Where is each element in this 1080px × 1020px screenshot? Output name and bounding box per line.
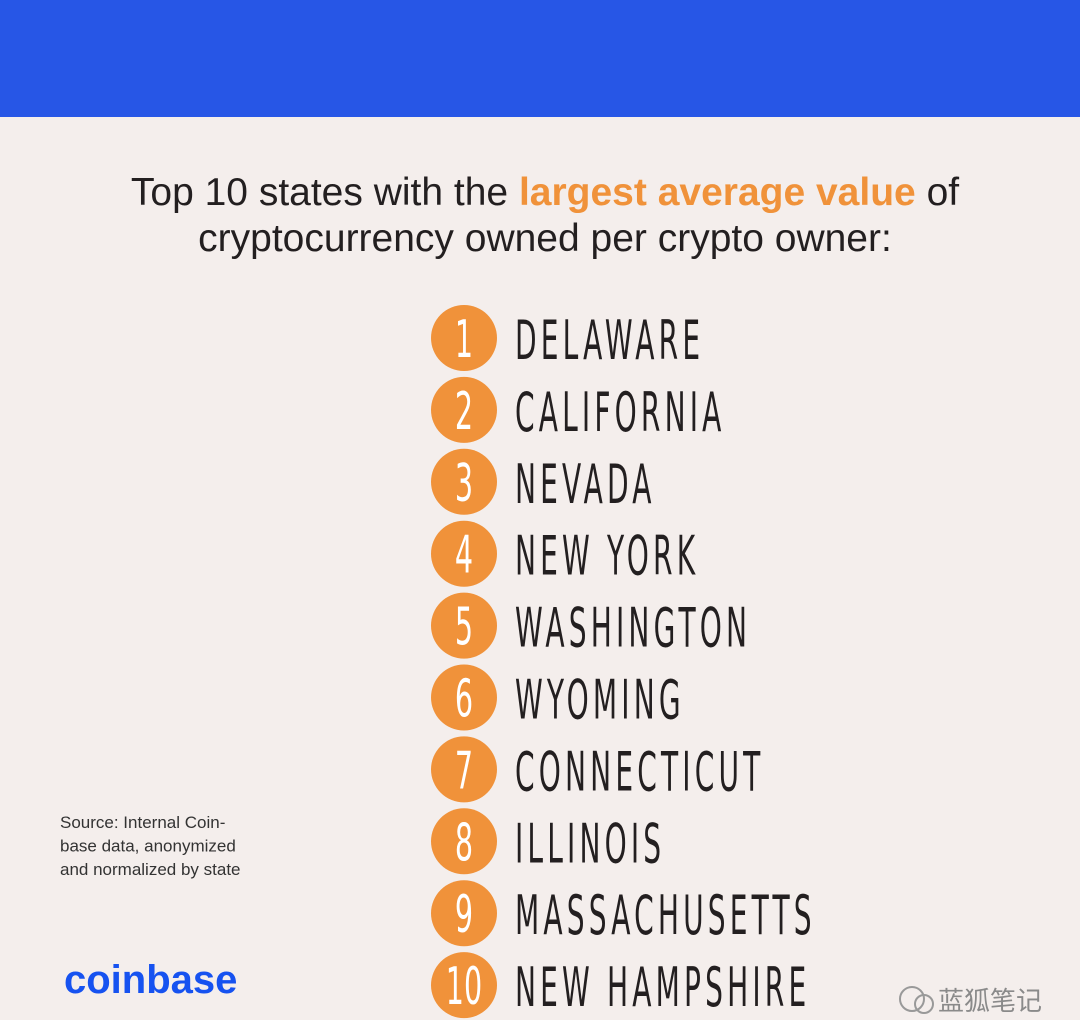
rank-number: 3 xyxy=(455,452,473,513)
title-highlight: largest average value xyxy=(519,171,916,214)
rank-number: 6 xyxy=(455,668,473,729)
list-item: 10 NEW HAMPSHIRE xyxy=(431,952,810,1020)
rank-badge xyxy=(431,736,497,803)
state-name: CALIFORNIA xyxy=(515,382,726,445)
rank-wrap: 3 xyxy=(455,452,473,513)
rank-badge xyxy=(431,952,497,1019)
state-name: MASSACHUSETTS xyxy=(515,885,816,948)
rank-number: 4 xyxy=(455,524,473,585)
rank-badge xyxy=(431,305,497,371)
source-line: Source: Internal Coin- xyxy=(60,813,225,832)
rank-number: 5 xyxy=(455,596,473,657)
source-line: base data, anonymized xyxy=(60,837,236,856)
rank-number: 7 xyxy=(455,740,473,801)
rank-number: 1 xyxy=(455,309,473,370)
rank-badge xyxy=(431,880,497,947)
state-wrap: NEVADA xyxy=(515,454,656,517)
rank-number: 9 xyxy=(455,884,473,945)
list-item: 4 NEW YORK xyxy=(431,520,699,589)
watermark-icon xyxy=(899,986,925,1012)
header-band xyxy=(0,0,1080,117)
source-note: Source: Internal Coin-base data, anonymi… xyxy=(60,813,241,879)
title-line-1: Top 10 states with the largest average v… xyxy=(131,171,959,214)
rank-wrap: 1 xyxy=(455,309,473,370)
state-name: WYOMING xyxy=(515,670,685,733)
rank-badge xyxy=(431,448,497,515)
watermark-icon xyxy=(914,994,934,1014)
list-item: 1 DELAWARE xyxy=(431,305,704,373)
logo: coinbase xyxy=(64,958,237,1002)
state-wrap: MASSACHUSETTS xyxy=(515,885,816,948)
list-item: 5 WASHINGTON xyxy=(431,592,751,661)
state-wrap: DELAWARE xyxy=(515,310,704,373)
watermark-text: 蓝狐笔记 xyxy=(938,987,1042,1017)
rank-wrap: 4 xyxy=(455,524,473,585)
title-line-2: cryptocurrency owned per crypto owner: xyxy=(198,217,892,260)
state-wrap: WYOMING xyxy=(515,670,685,733)
state-wrap: ILLINOIS xyxy=(515,813,665,876)
rank-wrap: 8 xyxy=(455,812,473,873)
title-text: of xyxy=(927,171,960,214)
state-name: ILLINOIS xyxy=(515,813,665,876)
list-item: 3 NEVADA xyxy=(431,448,656,517)
state-name: NEW YORK xyxy=(515,526,699,589)
rank-number: 10 xyxy=(446,956,482,1017)
rank-badge xyxy=(431,376,497,443)
list-item: 8 ILLINOIS xyxy=(431,808,665,876)
state-wrap: CONNECTICUT xyxy=(515,741,764,804)
rank-wrap: 6 xyxy=(455,668,473,729)
rank-wrap: 2 xyxy=(455,381,473,442)
rank-number: 8 xyxy=(455,812,473,873)
state-name: DELAWARE xyxy=(515,310,704,373)
watermark: 蓝狐笔记 xyxy=(899,986,1042,1017)
source-line: and normalized by state xyxy=(60,860,241,879)
list-item: 6 WYOMING xyxy=(431,664,685,733)
state-name: NEW HAMPSHIRE xyxy=(515,957,810,1020)
list-item: 7 CONNECTICUT xyxy=(431,736,764,804)
state-name: WASHINGTON xyxy=(515,598,751,661)
rank-wrap: 9 xyxy=(455,884,473,945)
ranking-list: 1 DELAWARE 2 CALIFORNIA 3 NEVADA 4 NEW YORK 5 WAS… xyxy=(431,305,816,1020)
rank-wrap: 10 xyxy=(446,956,482,1017)
state-wrap: NEW YORK xyxy=(515,526,699,589)
rank-badge xyxy=(431,592,497,659)
title-text: Top 10 states with the xyxy=(131,171,508,214)
rank-badge xyxy=(431,664,497,731)
state-wrap: WASHINGTON xyxy=(515,598,751,661)
state-wrap: CALIFORNIA xyxy=(515,382,726,445)
state-wrap: NEW HAMPSHIRE xyxy=(515,957,810,1020)
list-item: 2 CALIFORNIA xyxy=(431,376,726,445)
list-item: 9 MASSACHUSETTS xyxy=(431,880,816,948)
rank-badge xyxy=(431,808,497,875)
rank-wrap: 5 xyxy=(455,596,473,657)
state-name: NEVADA xyxy=(515,454,656,517)
rank-badge xyxy=(431,520,497,587)
rank-wrap: 7 xyxy=(455,740,473,801)
rank-number: 2 xyxy=(455,381,473,442)
state-name: CONNECTICUT xyxy=(515,741,764,804)
